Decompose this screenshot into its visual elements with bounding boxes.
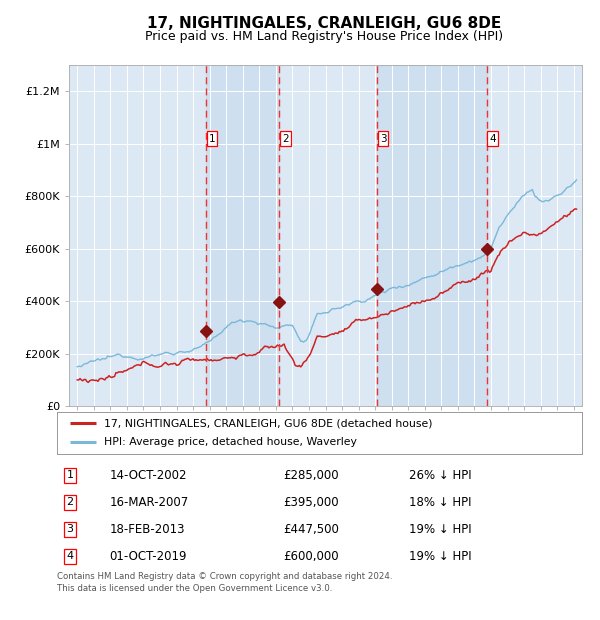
Text: 14-OCT-2002: 14-OCT-2002 [110, 469, 187, 482]
Text: 01-OCT-2019: 01-OCT-2019 [110, 550, 187, 563]
Text: 18-FEB-2013: 18-FEB-2013 [110, 523, 185, 536]
Text: £447,500: £447,500 [283, 523, 338, 536]
Text: 3: 3 [67, 525, 74, 534]
Bar [206, 65, 280, 406]
Text: Price paid vs. HM Land Registry's House Price Index (HPI): Price paid vs. HM Land Registry's House … [145, 30, 503, 43]
Text: 19% ↓ HPI: 19% ↓ HPI [409, 523, 472, 536]
Text: 18% ↓ HPI: 18% ↓ HPI [409, 496, 471, 508]
Text: 4: 4 [490, 133, 496, 144]
Text: £285,000: £285,000 [283, 469, 338, 482]
Text: 1: 1 [209, 133, 215, 144]
Text: Contains HM Land Registry data © Crown copyright and database right 2024.: Contains HM Land Registry data © Crown c… [57, 572, 392, 581]
Text: £395,000: £395,000 [283, 496, 338, 508]
Text: 2: 2 [282, 133, 289, 144]
Text: 3: 3 [380, 133, 386, 144]
Text: 4: 4 [67, 551, 74, 562]
Text: 19% ↓ HPI: 19% ↓ HPI [409, 550, 472, 563]
Text: HPI: Average price, detached house, Waverley: HPI: Average price, detached house, Wave… [104, 438, 357, 448]
Text: 1: 1 [67, 470, 74, 480]
Text: 17, NIGHTINGALES, CRANLEIGH, GU6 8DE (detached house): 17, NIGHTINGALES, CRANLEIGH, GU6 8DE (de… [104, 418, 433, 428]
Bar [377, 65, 487, 406]
Text: This data is licensed under the Open Government Licence v3.0.: This data is licensed under the Open Gov… [57, 584, 332, 593]
Text: £600,000: £600,000 [283, 550, 338, 563]
Text: 26% ↓ HPI: 26% ↓ HPI [409, 469, 472, 482]
Text: 16-MAR-2007: 16-MAR-2007 [110, 496, 189, 508]
Text: 17, NIGHTINGALES, CRANLEIGH, GU6 8DE: 17, NIGHTINGALES, CRANLEIGH, GU6 8DE [147, 16, 501, 31]
Text: 2: 2 [67, 497, 74, 507]
